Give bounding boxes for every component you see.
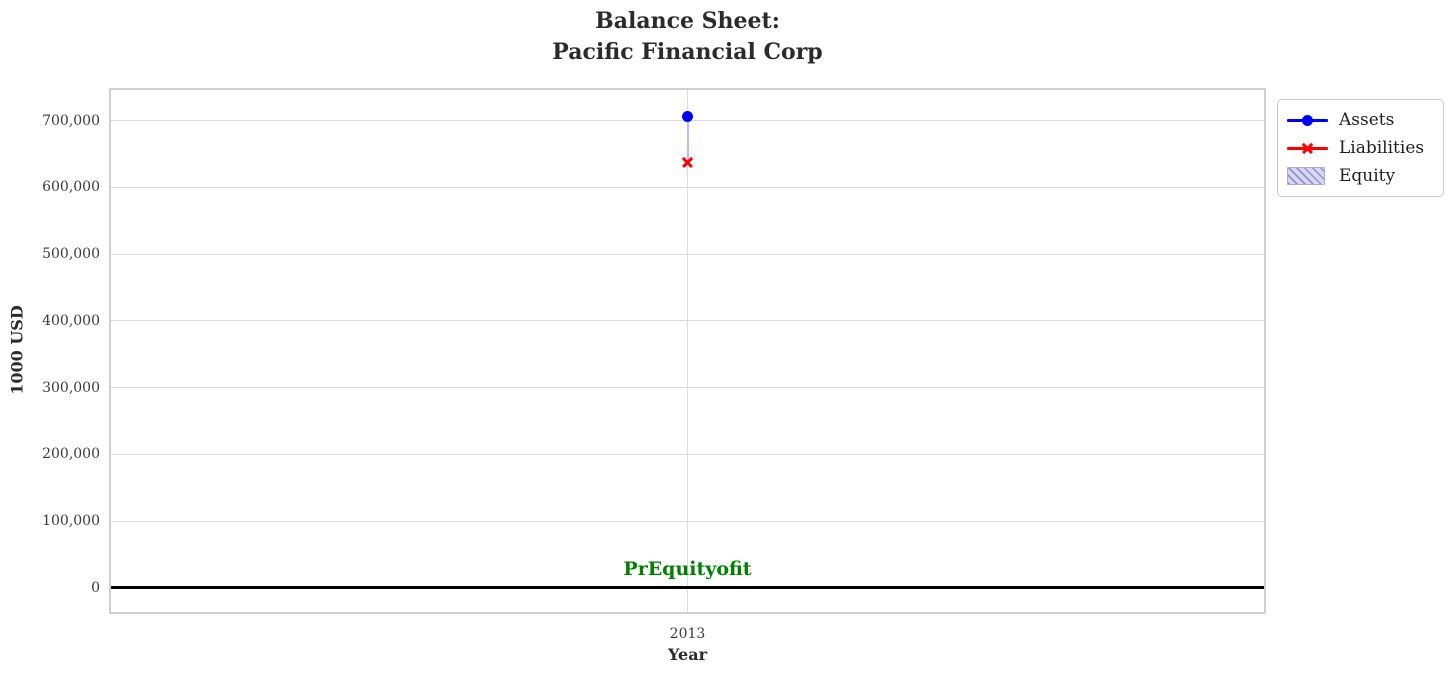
x-tick-label: 2013 — [669, 626, 706, 642]
y-tick-label: 200,000 — [42, 446, 100, 463]
annotation-text: PrEquityofit — [623, 558, 752, 580]
y-tick-label: 400,000 — [42, 312, 100, 329]
legend-label-liabilities: Liabilities — [1339, 138, 1425, 158]
equity-fill-band — [686, 116, 689, 163]
x-axis-label: Year — [667, 645, 707, 664]
y-tick-label: 300,000 — [42, 379, 100, 396]
y-gridline — [111, 320, 1264, 322]
y-gridline — [111, 387, 1264, 389]
y-gridline — [111, 253, 1264, 255]
legend-item-assets: Assets — [1287, 106, 1433, 134]
liabilities-data-point — [681, 156, 694, 169]
liabilities-x-marker-icon — [1302, 143, 1313, 154]
y-tick-label: 600,000 — [42, 179, 100, 196]
chart-title: Balance Sheet: Pacific Financial Corp — [109, 6, 1266, 68]
legend-item-equity: Equity — [1287, 162, 1433, 190]
y-gridline — [111, 186, 1264, 188]
assets-circle-marker-icon — [1302, 114, 1313, 126]
y-tick-label: 100,000 — [42, 513, 100, 530]
chart-title-line2: Pacific Financial Corp — [552, 39, 823, 65]
plot-area: PrEquityofit — [109, 88, 1266, 614]
liabilities-line-x-icon — [1287, 138, 1328, 158]
assets-line-circle-icon — [1287, 110, 1328, 130]
chart-title-line1: Balance Sheet: — [595, 8, 780, 34]
y-gridline — [111, 520, 1264, 522]
legend-label-assets: Assets — [1339, 110, 1395, 130]
zero-baseline — [111, 586, 1264, 590]
y-tick-label: 0 — [91, 579, 100, 596]
x-gridline-2013 — [687, 90, 688, 612]
y-tick-label: 700,000 — [42, 112, 100, 129]
legend-label-equity: Equity — [1339, 166, 1396, 186]
y-gridline — [111, 453, 1264, 455]
legend-item-liabilities: Liabilities — [1287, 134, 1433, 162]
legend: Assets Liabilities Equity — [1277, 99, 1444, 197]
equity-hatched-patch-icon — [1287, 166, 1328, 186]
equity-patch — [1287, 167, 1325, 185]
assets-data-point — [682, 111, 693, 123]
y-tick-label: 500,000 — [42, 246, 100, 263]
